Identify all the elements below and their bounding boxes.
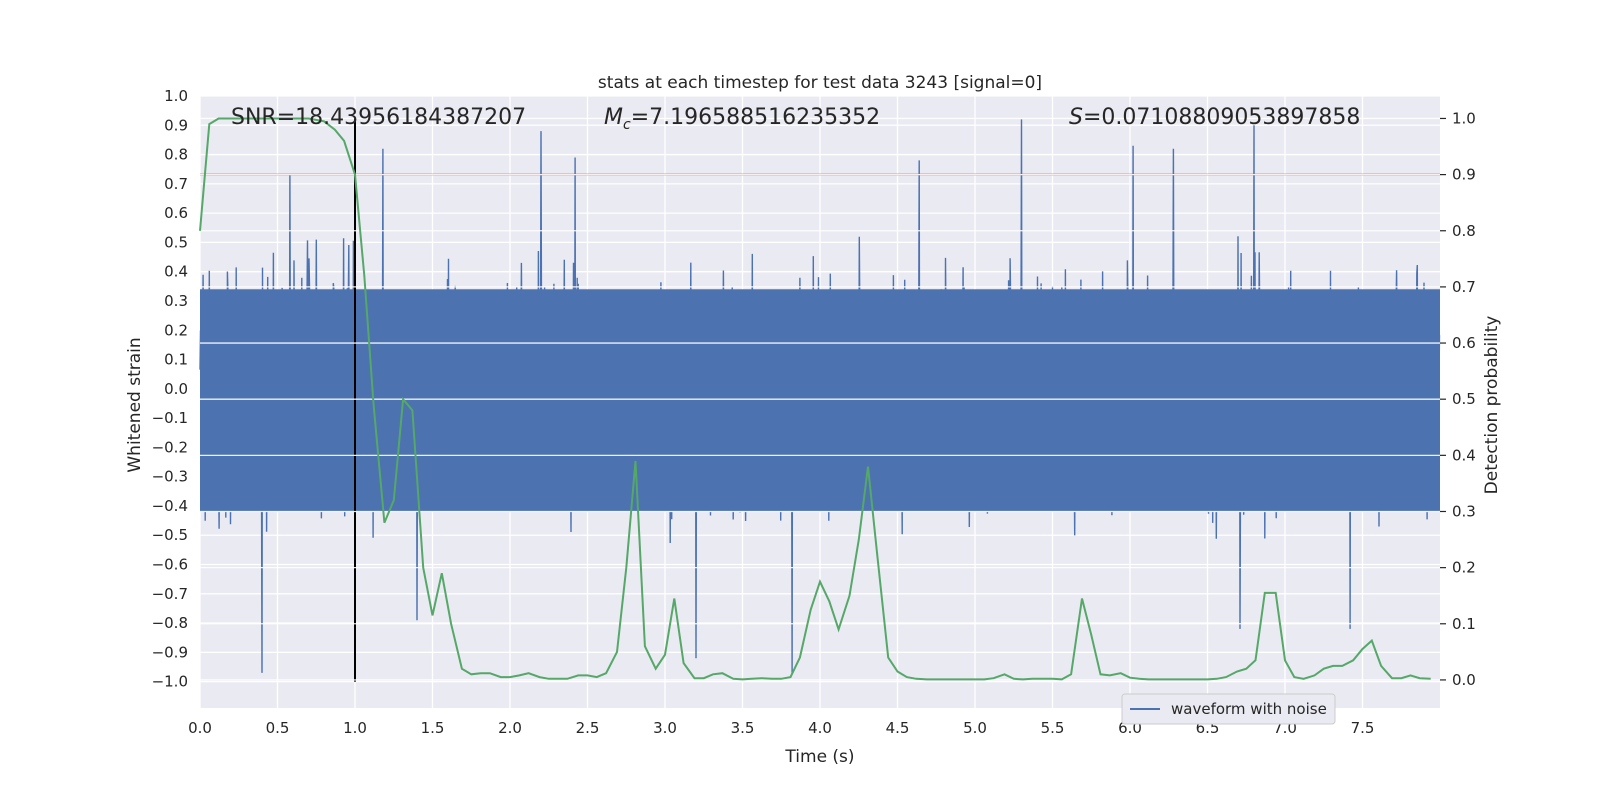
s-value: =0.07108809053897858 [1083, 105, 1360, 130]
probability-series [199, 117, 1431, 681]
y-tick-label: 0.3 [164, 292, 188, 310]
y-right-axis-title: Detection probability [1482, 316, 1502, 495]
y-tick-label: −0.9 [152, 643, 188, 661]
x-tick-label: 4.5 [886, 719, 910, 737]
snr-annotation: SNR=18.43956184387207 [231, 105, 526, 130]
mc-symbol: M [604, 105, 623, 130]
x-tick-label: 0.5 [266, 719, 290, 737]
y-right-tick-label: 0.4 [1452, 446, 1476, 464]
y-right-tick-label: 0.9 [1452, 166, 1476, 184]
legend-label: waveform with noise [1171, 700, 1327, 718]
y-tick-label: 0.7 [164, 175, 188, 193]
y-right-tick-label: 0.0 [1452, 671, 1476, 689]
x-tick-label: 7.5 [1351, 719, 1375, 737]
y-tick-labels: 1.0 0.9 0.8 0.7 0.6 0.5 0.4 0.3 0.2 0.1 0.0 −0.1 −0.… [152, 87, 188, 691]
x-axis-title: Time (s) [784, 747, 854, 767]
waveform-series [199, 119, 1441, 673]
waveform-core-band [200, 289, 1440, 512]
y-tick-label: 0.1 [164, 351, 188, 369]
x-tick-labels: 0.0 0.5 1.0 1.5 2.0 2.5 3.0 3.5 4.0 4.5 5.0 5.5 6.0 6… [188, 719, 1374, 737]
s-annotation: S=0.07108809053897858 [1069, 105, 1360, 130]
chart-title: stats at each timestep for test data 324… [598, 73, 1042, 93]
y-right-tick-label: 0.1 [1452, 615, 1476, 633]
y-tick-label: 0.2 [164, 321, 188, 339]
y-tick-label: 0.4 [164, 263, 188, 281]
x-tick-label: 5.5 [1041, 719, 1065, 737]
x-tick-label: 1.5 [421, 719, 445, 737]
y-tick-label: 0.6 [164, 204, 188, 222]
y-tick-label: 0.9 [164, 116, 188, 134]
mc-annotation: Mc=7.196588516235352 [604, 105, 880, 133]
x-tick-label: 3.5 [731, 719, 755, 737]
legend-box [1121, 693, 1336, 725]
x-tick-label: 1.0 [343, 719, 367, 737]
probability-line [199, 117, 1431, 681]
mc-value: =7.196588516235352 [631, 105, 880, 130]
y-tick-label: −0.5 [152, 526, 188, 544]
y-tick-label: −0.1 [152, 409, 188, 427]
y-right-tick-label: 1.0 [1452, 109, 1476, 127]
y-tick-label: −0.3 [152, 468, 188, 486]
legend: waveform with noise [1121, 693, 1336, 725]
y-right-tick-label: 0.2 [1452, 559, 1476, 577]
y-right-tick-labels: 1.0 0.9 0.8 0.7 0.6 0.5 0.4 0.3 0.2 0.1 0.0 [1440, 109, 1476, 689]
x-tick-label: 3.0 [653, 719, 677, 737]
right-grid [200, 117, 1440, 681]
mc-subscript: c [623, 117, 631, 133]
y-tick-label: 1.0 [164, 87, 188, 105]
x-tick-label: 4.0 [808, 719, 832, 737]
x-tick-label: 0.0 [188, 719, 212, 737]
y-axis-title: Whitened strain [125, 337, 145, 472]
y-right-tick-label: 0.3 [1452, 502, 1476, 520]
y-tick-label: −1.0 [152, 673, 188, 691]
x-tick-label: 2.0 [498, 719, 522, 737]
y-right-tick-label: 0.5 [1452, 390, 1476, 408]
y-tick-label: 0.0 [164, 380, 188, 398]
x-tick-label: 2.5 [576, 719, 600, 737]
y-tick-label: 0.8 [164, 146, 188, 164]
y-tick-label: 0.5 [164, 233, 188, 251]
y-tick-label: −0.8 [152, 614, 188, 632]
y-right-tick-label: 0.8 [1452, 222, 1476, 240]
y-tick-label: −0.7 [152, 585, 188, 603]
y-tick-label: −0.4 [152, 497, 188, 515]
y-tick-label: −0.6 [152, 556, 188, 574]
y-right-tick-label: 0.7 [1452, 278, 1476, 296]
y-tick-label: −0.2 [152, 438, 188, 456]
s-symbol: S [1069, 105, 1083, 130]
x-tick-label: 5.0 [963, 719, 987, 737]
y-right-tick-label: 0.6 [1452, 334, 1476, 352]
